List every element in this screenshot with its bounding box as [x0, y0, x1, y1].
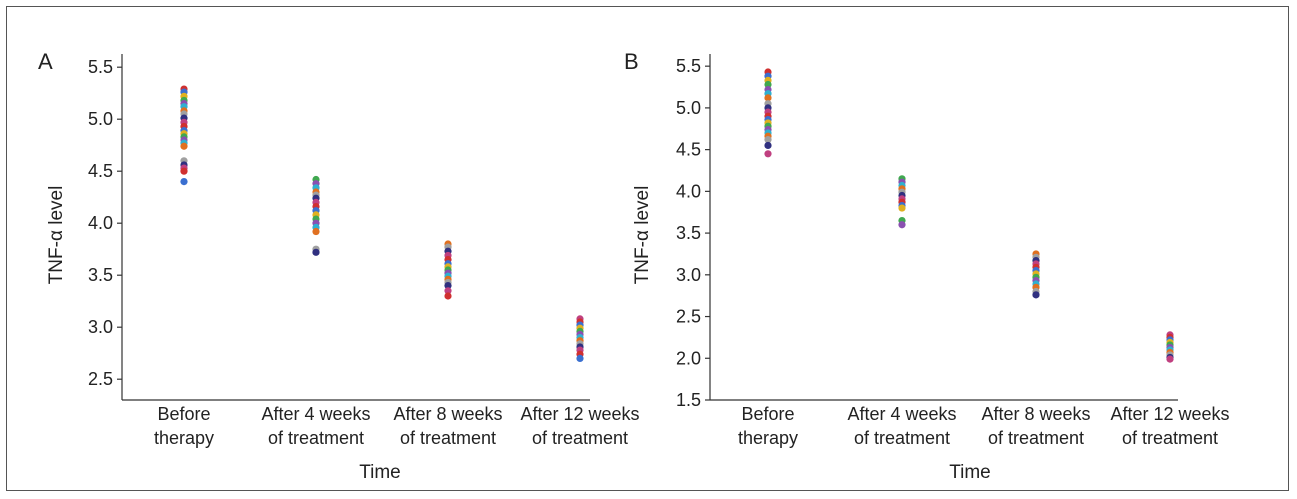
- data-point: [444, 292, 452, 300]
- data-point: [898, 221, 906, 229]
- y-tick-label: 1.5: [676, 390, 701, 410]
- data-point: [898, 204, 906, 212]
- data-point: [764, 80, 772, 89]
- y-tick-label: 3.0: [88, 317, 113, 337]
- x-tick-label: therapy: [738, 428, 798, 448]
- plot-panel-b: 1.5 2.0 2.5 3.0 3.5 4.0 4.5 5.0 5.5 Before therapy…: [676, 54, 1230, 448]
- x-tick-label: After 8 weeks: [981, 404, 1090, 424]
- x-tick-label: therapy: [154, 428, 214, 448]
- y-tick-label: 4.0: [88, 213, 113, 233]
- y-tick-label: 5.0: [88, 109, 113, 129]
- data-point: [180, 178, 188, 186]
- x-tick-label: of treatment: [988, 428, 1084, 448]
- panel-label-a: A: [38, 49, 53, 74]
- y-tick-label: 4.0: [676, 181, 701, 201]
- x-tick-label: of treatment: [532, 428, 628, 448]
- x-tick-label: of treatment: [1122, 428, 1218, 448]
- panel-label-b: B: [624, 49, 639, 74]
- y-tick-label: 4.5: [676, 140, 701, 160]
- data-point: [180, 142, 188, 150]
- y-tick-label: 3.5: [88, 265, 113, 285]
- x-tick-label: Before: [157, 404, 210, 424]
- plot-panel-a: 2.5 3.0 3.5 4.0 4.5 5.0 5.5 Before therapy After …: [88, 54, 640, 448]
- y-axis-title-a: TNF-α level: [46, 186, 67, 285]
- data-point: [764, 94, 772, 102]
- data-point: [180, 167, 188, 175]
- data-point: [764, 150, 772, 158]
- y-tick-label: 2.5: [676, 307, 701, 327]
- x-tick-label: Before: [741, 404, 794, 424]
- data-point: [1166, 355, 1174, 363]
- x-tick-label: of treatment: [268, 428, 364, 448]
- y-axis-title-b: TNF-α level: [632, 186, 653, 285]
- y-tick-label: 5.5: [676, 56, 701, 76]
- x-tick-label: of treatment: [400, 428, 496, 448]
- data-point: [444, 287, 452, 295]
- data-point: [1032, 291, 1040, 299]
- x-tick-label: After 8 weeks: [393, 404, 502, 424]
- data-point: [764, 136, 772, 144]
- data-point: [764, 141, 772, 150]
- y-tick-label: 2.5: [88, 369, 113, 389]
- x-axis-title-b: Time: [949, 462, 991, 483]
- x-tick-label: of treatment: [854, 428, 950, 448]
- data-point: [576, 354, 584, 362]
- x-tick-label: After 12 weeks: [1110, 404, 1229, 424]
- y-tick-label: 5.0: [676, 98, 701, 118]
- y-tick-label: 4.5: [88, 161, 113, 181]
- data-point: [444, 282, 452, 290]
- y-tick-label: 3.0: [676, 265, 701, 285]
- y-tick-label: 3.5: [676, 223, 701, 243]
- y-tick-label: 2.0: [676, 348, 701, 368]
- x-axis-title-a: Time: [359, 462, 401, 483]
- x-tick-label: After 12 weeks: [520, 404, 639, 424]
- data-point: [312, 227, 320, 236]
- figure-frame: [6, 6, 1289, 491]
- y-tick-label: 5.5: [88, 57, 113, 77]
- data-point: [312, 248, 320, 256]
- x-tick-label: After 4 weeks: [847, 404, 956, 424]
- x-tick-label: After 4 weeks: [261, 404, 370, 424]
